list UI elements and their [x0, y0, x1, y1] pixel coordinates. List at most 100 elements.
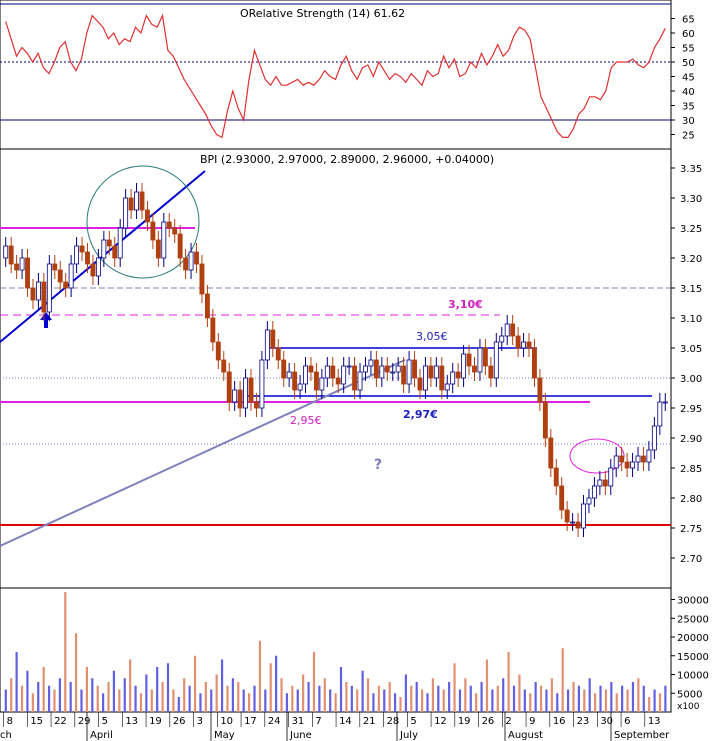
- volume-bar: [20, 685, 24, 712]
- candle-body: [57, 269, 63, 283]
- candle-body: [368, 359, 374, 367]
- date-label: 29: [78, 716, 91, 727]
- candle-body: [313, 371, 319, 391]
- volume-bar: [253, 685, 256, 712]
- date-label: 5: [102, 716, 108, 727]
- candle-body: [619, 455, 625, 463]
- candle-body: [68, 263, 74, 289]
- volume-bar: [258, 640, 262, 712]
- volume-bar: [442, 689, 445, 712]
- candle-body: [74, 245, 80, 265]
- candle-body: [657, 401, 663, 427]
- volume-bar: [210, 689, 213, 712]
- volume-bar: [469, 685, 472, 712]
- rsi-tick-label: 55: [682, 44, 695, 55]
- candle-body: [194, 251, 199, 265]
- price-tick-label: 2.85: [680, 464, 702, 475]
- volume-bar: [280, 678, 283, 712]
- candle-body: [477, 347, 483, 373]
- volume-bar: [539, 685, 543, 712]
- candle-body: [466, 353, 472, 367]
- volume-bar: [404, 674, 407, 712]
- volume-bar: [399, 697, 402, 712]
- date-label: 2: [505, 716, 511, 727]
- price-tick-label: 2.80: [680, 494, 702, 505]
- volume-bar: [561, 648, 564, 712]
- volume-bar: [226, 685, 229, 712]
- volume-bar: [31, 693, 34, 712]
- candle-body: [188, 251, 194, 271]
- volume-bar: [166, 663, 170, 712]
- candle-body: [41, 281, 47, 313]
- candle-body: [166, 221, 172, 229]
- candle-body: [232, 389, 238, 403]
- candle-body: [384, 365, 390, 373]
- volume-bar: [642, 685, 645, 712]
- price-tick-label: 3.15: [680, 284, 702, 295]
- volume-bar: [215, 674, 218, 712]
- candle-body: [8, 245, 14, 265]
- candle-body: [493, 341, 499, 379]
- candle-body: [488, 365, 494, 379]
- volume-bar: [621, 685, 624, 712]
- date-label: 16: [553, 716, 566, 727]
- candle-body: [390, 371, 396, 374]
- month-label: May: [214, 730, 235, 741]
- volume-bar: [237, 682, 240, 712]
- volume-bar: [242, 689, 245, 712]
- annotation-305: 3,05€: [416, 330, 448, 343]
- candle-body: [270, 329, 276, 349]
- candle-body: [226, 371, 232, 403]
- volume-bar: [285, 693, 289, 712]
- date-label: 15: [30, 716, 43, 727]
- volume-bar: [496, 685, 499, 712]
- volume-bar: [431, 678, 435, 712]
- candle-body: [248, 377, 254, 403]
- candle-body: [101, 239, 107, 259]
- volume-tick-label: 20000: [677, 633, 709, 644]
- annotation-295: 2,95€: [290, 414, 322, 427]
- volume-tick-label: 25000: [677, 614, 709, 625]
- volume-panel: [0, 587, 672, 713]
- candle-body: [597, 479, 603, 487]
- candle-body: [139, 191, 145, 211]
- volume-bar: [453, 663, 456, 712]
- price-tick-label: 3.20: [680, 254, 702, 265]
- annotation-question: ?: [374, 457, 382, 473]
- volume-bar: [637, 678, 640, 712]
- price-tick-label: 3.25: [680, 224, 702, 235]
- candle-body: [406, 359, 412, 385]
- candle-body: [651, 425, 657, 451]
- volume-bar: [491, 689, 494, 712]
- date-label: 22: [54, 716, 67, 727]
- volume-bar: [334, 693, 337, 712]
- rsi-panel: [0, 0, 672, 150]
- volume-bar: [247, 693, 251, 712]
- candle-body: [662, 401, 668, 404]
- volume-bar: [626, 689, 629, 712]
- volume-bar: [156, 667, 159, 712]
- volume-bar: [74, 633, 78, 712]
- rsi-layer: [0, 13, 671, 139]
- candle-body: [210, 317, 216, 343]
- date-label: 21: [363, 716, 376, 727]
- candle-body: [450, 371, 456, 385]
- candle-body: [150, 221, 156, 241]
- volume-tick-label: 30000: [677, 596, 709, 607]
- candle-body: [35, 281, 41, 301]
- month-label: July: [399, 730, 418, 741]
- volume-bar: [91, 678, 94, 712]
- candle-body: [357, 371, 363, 391]
- volume-bar: [577, 685, 580, 712]
- volume-layer: [4, 592, 667, 712]
- volume-bar: [318, 685, 321, 712]
- date-label: 13: [648, 716, 661, 727]
- price-layer: [0, 165, 671, 547]
- candle-body: [602, 479, 608, 487]
- date-label: 14: [339, 716, 352, 727]
- date-label: 7: [315, 716, 321, 727]
- volume-bar: [485, 659, 489, 712]
- volume-bar: [372, 693, 375, 712]
- date-label: 19: [458, 716, 471, 727]
- price-tick-label: 2.95: [680, 404, 702, 415]
